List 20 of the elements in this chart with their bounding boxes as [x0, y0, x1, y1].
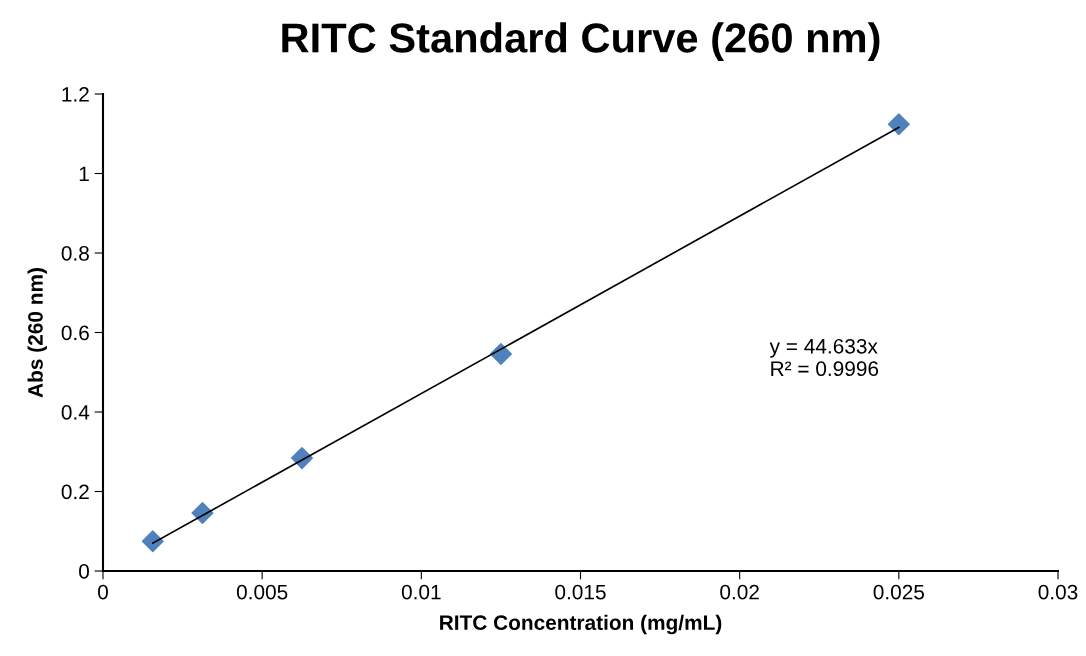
y-tick-label: 1.2 — [62, 87, 89, 102]
y-tick-label: 0.6 — [61, 325, 89, 341]
x-tick-label: 0.03 — [1038, 584, 1078, 600]
point — [887, 113, 910, 136]
x-tick-label: 0.015 — [555, 584, 606, 600]
x-tick-label: 0.025 — [873, 584, 925, 600]
x-tick-label: 0 — [98, 584, 108, 600]
x-tick-label: 0.01 — [401, 584, 441, 600]
y-tick-label: 0.8 — [61, 246, 89, 261]
point — [141, 530, 164, 553]
annotation: y = 44.633x R² = 0.9996 — [769, 338, 879, 377]
y-tick-label: 0 — [79, 564, 89, 579]
x-tick-label: 0.02 — [720, 584, 759, 600]
y-tick-label: 1 — [79, 166, 89, 182]
y-tick-label: 0.4 — [61, 405, 90, 420]
y-axis-title: Abs (260 nm) — [27, 268, 47, 398]
x-axis-title: RITC Concentration (mg/mL) — [440, 614, 722, 635]
y-tick-label: 0.2 — [61, 484, 89, 500]
chart-title: RITC Standard Curve (260 nm) — [282, 22, 880, 61]
x-tick-label: 0.005 — [236, 584, 288, 600]
